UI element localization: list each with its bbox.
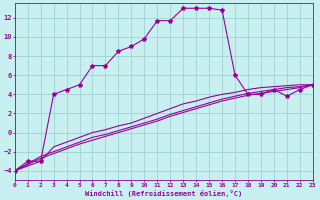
X-axis label: Windchill (Refroidissement éolien,°C): Windchill (Refroidissement éolien,°C) — [85, 190, 242, 197]
